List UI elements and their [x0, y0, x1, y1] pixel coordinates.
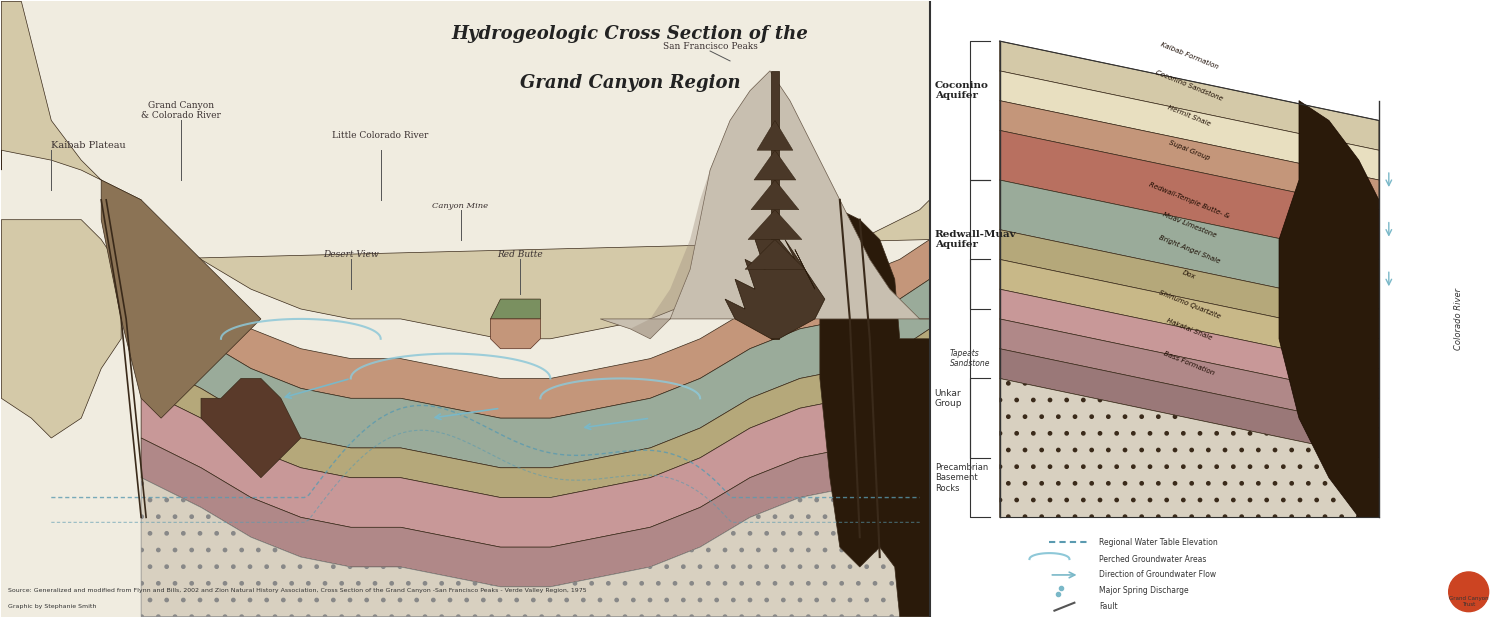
Text: Source: Generalized and modified from Flynn and Bills, 2002 and Zion Natural His: Source: Generalized and modified from Fl… [8, 588, 586, 593]
Polygon shape [999, 180, 1378, 309]
Polygon shape [752, 180, 800, 210]
Polygon shape [999, 319, 1378, 428]
Text: Coconino Sandstone: Coconino Sandstone [1155, 69, 1224, 102]
Polygon shape [999, 41, 1378, 150]
Polygon shape [746, 240, 806, 269]
Text: Hermit Shale: Hermit Shale [1167, 104, 1212, 127]
Polygon shape [141, 358, 930, 547]
Polygon shape [999, 230, 1378, 339]
Polygon shape [999, 349, 1378, 458]
Polygon shape [1280, 101, 1378, 517]
Text: Grand Canyon
Trust: Grand Canyon Trust [1449, 596, 1488, 607]
Polygon shape [758, 121, 794, 150]
Text: Graphic by Stephanie Smith: Graphic by Stephanie Smith [8, 604, 96, 609]
Polygon shape [141, 200, 930, 339]
Circle shape [1449, 572, 1488, 612]
Text: Regional Water Table Elevation: Regional Water Table Elevation [1100, 538, 1218, 547]
Polygon shape [999, 260, 1378, 368]
Polygon shape [2, 1, 930, 617]
Text: Redwall-Muav
Aquifer: Redwall-Muav Aquifer [934, 230, 1017, 249]
Text: Desert View: Desert View [322, 250, 378, 260]
Polygon shape [999, 289, 1378, 399]
Polygon shape [141, 448, 930, 617]
Polygon shape [930, 1, 1498, 617]
Polygon shape [141, 408, 930, 587]
Text: Redwall-Temple Butte- &: Redwall-Temple Butte- & [1148, 181, 1230, 219]
Text: Direction of Groundwater Flow: Direction of Groundwater Flow [1100, 570, 1216, 580]
Polygon shape [141, 329, 930, 497]
Polygon shape [600, 71, 770, 339]
Polygon shape [600, 71, 930, 339]
Text: Shinumo Quartzite: Shinumo Quartzite [1158, 289, 1221, 320]
Text: Bright Angel Shale: Bright Angel Shale [1158, 234, 1221, 265]
Text: Major Spring Discharge: Major Spring Discharge [1100, 586, 1190, 595]
Text: Red Butte: Red Butte [498, 250, 543, 260]
Text: Tapeats
Sandstone: Tapeats Sandstone [950, 349, 990, 368]
Text: Hydrogeologic Cross Section of the: Hydrogeologic Cross Section of the [452, 25, 808, 43]
Text: Kaibab Plateau: Kaibab Plateau [51, 142, 126, 150]
Text: Fault: Fault [1100, 602, 1118, 611]
Text: San Francisco Peaks: San Francisco Peaks [663, 42, 758, 51]
Text: Kaibab Formation: Kaibab Formation [1160, 41, 1220, 70]
Polygon shape [100, 180, 261, 418]
Polygon shape [999, 101, 1378, 210]
Polygon shape [724, 240, 825, 339]
Text: Muav Limestone: Muav Limestone [1161, 211, 1216, 238]
Text: Coconino
Aquifer: Coconino Aquifer [934, 81, 988, 100]
Polygon shape [201, 378, 302, 478]
Polygon shape [2, 1, 141, 219]
Text: Hakatai Shale: Hakatai Shale [1166, 317, 1214, 341]
Polygon shape [2, 219, 122, 438]
Polygon shape [490, 299, 540, 319]
Text: Unkar
Group: Unkar Group [934, 389, 962, 408]
Text: Little Colorado River: Little Colorado River [333, 131, 429, 140]
Polygon shape [999, 130, 1378, 260]
Text: Grand Canyon
& Colorado River: Grand Canyon & Colorado River [141, 101, 220, 121]
Text: Perched Groundwater Areas: Perched Groundwater Areas [1100, 554, 1206, 564]
Text: Supai Group: Supai Group [1168, 139, 1210, 161]
Polygon shape [999, 378, 1378, 517]
Polygon shape [490, 319, 540, 349]
Polygon shape [748, 210, 802, 240]
Text: Precambrian
Basement
Rocks: Precambrian Basement Rocks [934, 463, 988, 493]
Text: Dox: Dox [1182, 269, 1197, 279]
Text: Grand Canyon Region: Grand Canyon Region [519, 74, 741, 92]
Polygon shape [141, 279, 930, 468]
Text: Canyon Mine: Canyon Mine [432, 201, 489, 210]
Polygon shape [141, 240, 930, 418]
Text: Bass Formation: Bass Formation [1162, 350, 1215, 376]
Text: Colorado River: Colorado River [1454, 288, 1462, 350]
Polygon shape [821, 210, 930, 617]
Polygon shape [754, 150, 796, 180]
Polygon shape [771, 71, 778, 339]
Polygon shape [999, 71, 1378, 180]
